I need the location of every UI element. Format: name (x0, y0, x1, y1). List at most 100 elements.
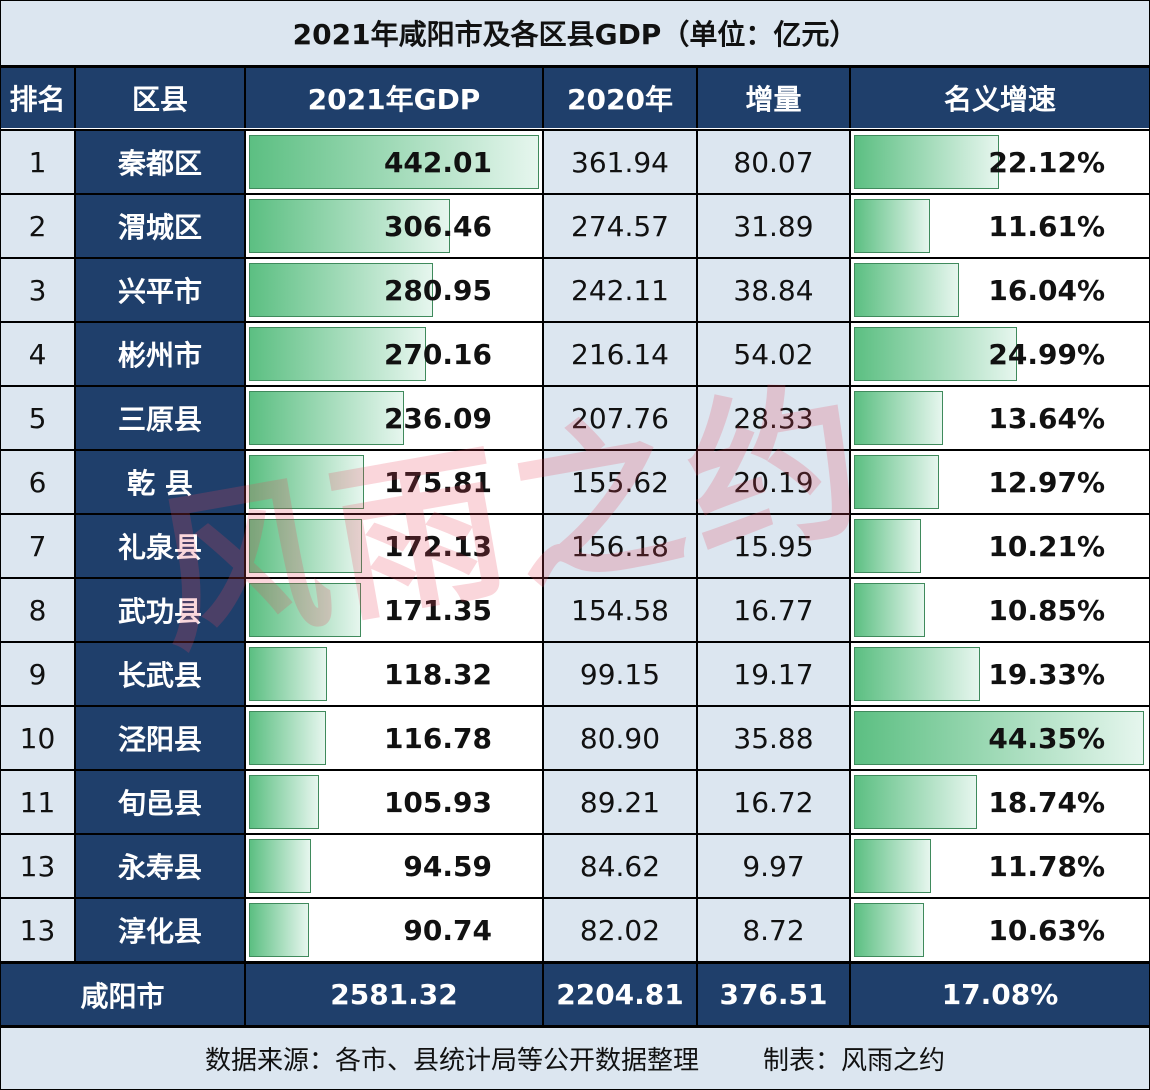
gdp2021-cell: 171.35 (246, 579, 544, 641)
table-row: 13 淳化县 90.74 82.02 8.72 10.63% (1, 897, 1149, 961)
district-cell: 永寿县 (76, 835, 246, 897)
table-row: 8 武功县 171.35 154.58 16.77 10.85% (1, 577, 1149, 641)
gdp2020-cell: 84.62 (544, 835, 698, 897)
total-gdp2021: 2581.32 (246, 964, 544, 1025)
gdp2021-cell: 175.81 (246, 451, 544, 513)
gdp-data-bar (249, 839, 312, 893)
gdp-data-bar (249, 711, 326, 765)
total-increase: 376.51 (698, 964, 851, 1025)
growth-cell: 22.12% (851, 131, 1149, 193)
table-title: 2021年咸阳市及各区县GDP（单位：亿元） (1, 1, 1149, 68)
total-row: 咸阳市 2581.32 2204.81 376.51 17.08% (1, 961, 1149, 1025)
gdp-data-bar (249, 135, 539, 189)
table-row: 6 乾 县 175.81 155.62 20.19 12.97% (1, 449, 1149, 513)
gdp2021-cell: 270.16 (246, 323, 544, 385)
growth-data-bar (854, 263, 959, 317)
header-gdp2021: 2021年GDP (246, 68, 544, 128)
header-growth: 名义增速 (943, 83, 1056, 116)
header-row: 排名 区县 2021年GDP 2020年 增量 名义增速 (1, 68, 1149, 128)
gdp2020-cell: 242.11 (544, 259, 698, 321)
table-row: 2 渭城区 306.46 274.57 31.89 11.61% (1, 193, 1149, 257)
growth-cell: 12.97% (851, 451, 1149, 513)
rank-cell: 4 (1, 323, 76, 385)
table-row: 11 旬邑县 105.93 89.21 16.72 18.74% (1, 769, 1149, 833)
rank-cell: 6 (1, 451, 76, 513)
footer: 数据来源：各市、县统计局等公开数据整理 制表：风雨之约 (1, 1025, 1149, 1089)
rank-cell: 3 (1, 259, 76, 321)
growth-cell: 10.63% (851, 899, 1149, 961)
header-district: 区县 (76, 68, 246, 128)
rank-cell: 8 (1, 579, 76, 641)
gdp2021-cell: 94.59 (246, 835, 544, 897)
growth-data-bar (854, 519, 921, 573)
gdp-data-bar (249, 263, 434, 317)
table-row: 10 泾阳县 116.78 80.90 35.88 44.35% (1, 705, 1149, 769)
rank-cell: 7 (1, 515, 76, 577)
gdp2021-cell: 172.13 (246, 515, 544, 577)
growth-data-bar (854, 327, 1018, 381)
gdp2020-cell: 154.58 (544, 579, 698, 641)
table-row: 9 长武县 118.32 99.15 19.17 19.33% (1, 641, 1149, 705)
gdp2020-cell: 89.21 (544, 771, 698, 833)
gdp2021-cell: 105.93 (246, 771, 544, 833)
growth-data-bar (854, 711, 1144, 765)
district-cell: 三原县 (76, 387, 246, 449)
gdp-data-bar (249, 327, 427, 381)
increase-cell: 38.84 (698, 259, 851, 321)
gdp2021-cell: 280.95 (246, 259, 544, 321)
gdp2020-cell: 156.18 (544, 515, 698, 577)
district-cell: 兴平市 (76, 259, 246, 321)
district-cell: 乾 县 (76, 451, 246, 513)
gdp-data-bar (249, 775, 319, 829)
gdp-data-bar (249, 391, 404, 445)
increase-cell: 54.02 (698, 323, 851, 385)
gdp2020-cell: 155.62 (544, 451, 698, 513)
total-gdp2020: 2204.81 (544, 964, 698, 1025)
growth-data-bar (854, 903, 924, 957)
rank-cell: 10 (1, 707, 76, 769)
growth-data-bar (854, 583, 925, 637)
growth-cell: 24.99% (851, 323, 1149, 385)
gdp-data-bar (249, 647, 327, 701)
header-increase: 增量 (698, 68, 851, 128)
table-row: 13 永寿县 94.59 84.62 9.97 11.78% (1, 833, 1149, 897)
growth-cell: 11.78% (851, 835, 1149, 897)
increase-cell: 35.88 (698, 707, 851, 769)
growth-cell: 10.85% (851, 579, 1149, 641)
gdp-data-bar (249, 583, 362, 637)
growth-cell: 13.64% (851, 387, 1149, 449)
gdp-data-bar (249, 199, 451, 253)
district-cell: 淳化县 (76, 899, 246, 961)
gdp2020-cell: 80.90 (544, 707, 698, 769)
gdp2021-cell: 306.46 (246, 195, 544, 257)
increase-cell: 20.19 (698, 451, 851, 513)
growth-cell: 11.61% (851, 195, 1149, 257)
increase-cell: 31.89 (698, 195, 851, 257)
gdp2020-cell: 99.15 (544, 643, 698, 705)
growth-cell: 16.04% (851, 259, 1149, 321)
growth-data-bar (854, 455, 939, 509)
rank-cell: 11 (1, 771, 76, 833)
increase-cell: 15.95 (698, 515, 851, 577)
rank-cell: 5 (1, 387, 76, 449)
gdp-data-bar (249, 903, 309, 957)
gdp2020-cell: 216.14 (544, 323, 698, 385)
total-growth: 17.08% (941, 978, 1059, 1011)
increase-cell: 8.72 (698, 899, 851, 961)
rank-cell: 1 (1, 131, 76, 193)
district-cell: 长武县 (76, 643, 246, 705)
district-cell: 旬邑县 (76, 771, 246, 833)
gdp-data-bar (249, 519, 362, 573)
gdp2021-cell: 90.74 (246, 899, 544, 961)
rank-cell: 13 (1, 835, 76, 897)
growth-cell: 44.35% (851, 707, 1149, 769)
header-rank: 排名 (1, 68, 76, 128)
header-gdp2020: 2020年 (544, 68, 698, 128)
gdp2021-cell: 442.01 (246, 131, 544, 193)
gdp2020-cell: 207.76 (544, 387, 698, 449)
increase-cell: 80.07 (698, 131, 851, 193)
growth-data-bar (854, 839, 932, 893)
table-row: 5 三原县 236.09 207.76 28.33 13.64% (1, 385, 1149, 449)
increase-cell: 28.33 (698, 387, 851, 449)
